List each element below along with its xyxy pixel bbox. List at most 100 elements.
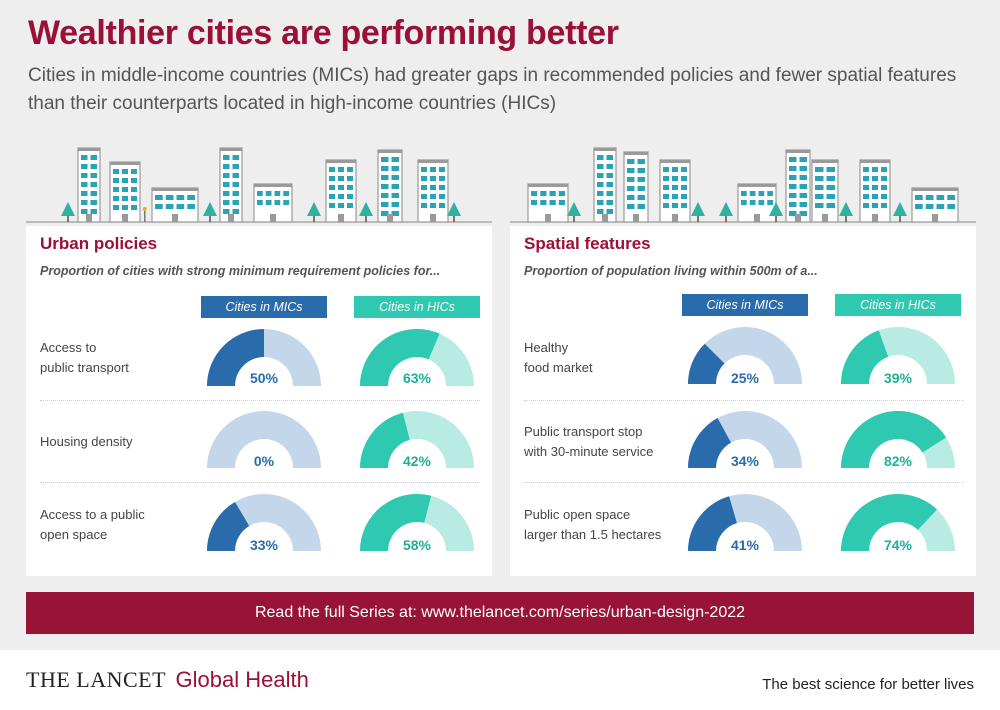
row-divider (524, 400, 964, 401)
building-window (223, 164, 230, 169)
building-window (799, 175, 807, 180)
gauge-fill (688, 343, 725, 384)
building-window (815, 176, 824, 181)
building-window (391, 184, 399, 189)
building-window (90, 164, 97, 169)
gauge-hic (360, 411, 474, 468)
building-door (338, 214, 344, 222)
building-window (789, 193, 797, 198)
building-window (789, 157, 797, 162)
tree-foliage (769, 202, 783, 216)
gauge-fill (688, 418, 732, 468)
building-window (338, 185, 344, 190)
building-roof (624, 152, 648, 155)
building-window (223, 209, 230, 214)
building-window (338, 176, 344, 181)
building-roof (594, 148, 616, 151)
tree-trunk (697, 214, 699, 222)
building-window (347, 167, 353, 172)
building-door (754, 214, 760, 222)
series-link-banner[interactable]: Read the full Series at: www.thelancet.c… (26, 592, 974, 634)
row-label: Public open space larger than 1.5 hectar… (524, 507, 662, 542)
tree-foliage (567, 202, 581, 216)
building-window (549, 200, 556, 205)
gauge-fill (688, 496, 737, 551)
building-window (597, 155, 604, 160)
building-window (789, 175, 797, 180)
gauge-value-hic: 58% (402, 537, 432, 553)
building-window (131, 187, 137, 192)
building-window (540, 200, 547, 205)
building-window (606, 173, 613, 178)
building-window (597, 164, 604, 169)
building-window (257, 200, 263, 205)
tree-foliage (719, 202, 733, 216)
building-door (172, 214, 178, 222)
building-window (681, 194, 687, 199)
building-window (187, 195, 195, 200)
building-window (767, 191, 773, 196)
building-window (90, 182, 97, 187)
building-window (381, 166, 389, 171)
building-window (81, 155, 88, 160)
building-window (187, 204, 195, 209)
building-window (391, 211, 399, 216)
lancet-brand: THE LANCET (26, 667, 167, 692)
building-window (391, 193, 399, 198)
building-window (606, 209, 613, 214)
building-window (637, 195, 645, 200)
gauge-fill (360, 494, 432, 551)
building-window (257, 191, 263, 196)
building-window (597, 200, 604, 205)
building-door (86, 214, 92, 222)
building-window (265, 200, 272, 205)
building-window (232, 155, 239, 160)
panel-title: Urban policies (40, 234, 158, 253)
building-window (915, 195, 923, 200)
building-roof (660, 160, 690, 163)
building-window (113, 205, 119, 210)
building-window (627, 195, 635, 200)
tree-foliage (893, 202, 907, 216)
building-window (421, 185, 427, 190)
building-window (872, 194, 878, 199)
building-window (274, 200, 281, 205)
building-window (663, 176, 669, 181)
gauge-hic (360, 329, 474, 386)
building-window (347, 194, 353, 199)
gauge-mic (688, 411, 802, 468)
gauge-fill (360, 329, 440, 386)
building-window (799, 202, 807, 207)
building-window (338, 194, 344, 199)
row-label: Healthy food market (524, 340, 593, 375)
building-window (223, 155, 230, 160)
building-window (597, 191, 604, 196)
gauge-value-hic: 63% (402, 370, 432, 386)
building-window (329, 194, 335, 199)
building-window (232, 191, 239, 196)
building-window (799, 157, 807, 162)
panel-title: Spatial features (524, 234, 651, 253)
building-window (347, 176, 353, 181)
gauge-mic (207, 329, 321, 386)
building-door (672, 214, 678, 222)
building-window (113, 187, 119, 192)
building-window (421, 167, 427, 172)
building-window (789, 211, 797, 216)
building-door (633, 214, 639, 222)
building-door (430, 214, 436, 222)
building-window (672, 203, 678, 208)
building-window (283, 191, 289, 196)
building-roof (738, 184, 776, 187)
tree-trunk (453, 214, 455, 222)
building-window (338, 203, 344, 208)
building-window (663, 203, 669, 208)
gauge-value-mic: 50% (249, 370, 279, 386)
building-roof (860, 160, 890, 163)
building-window (381, 193, 389, 198)
building-window (122, 205, 128, 210)
building-window (131, 178, 137, 183)
building-window (749, 191, 756, 196)
building-window (421, 176, 427, 181)
building-window (223, 182, 230, 187)
